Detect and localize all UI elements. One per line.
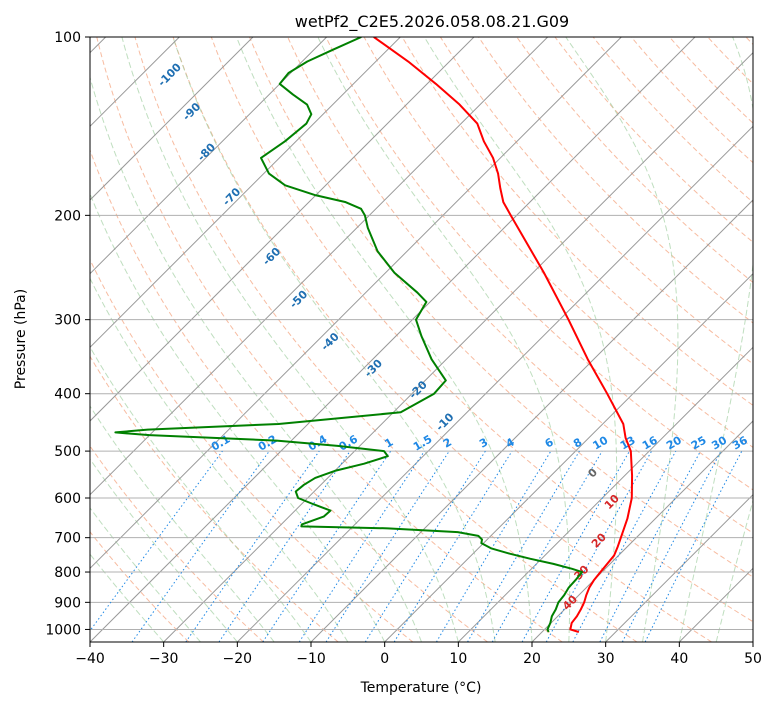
- mixing-ratio-label: 10: [590, 433, 610, 452]
- moist-adiabat-line: [85, 59, 421, 642]
- isotherm-line: [679, 37, 775, 642]
- mixing-ratio-label: 6: [543, 435, 556, 450]
- mixing-ratio-line: [219, 451, 350, 642]
- dry-adiabat-label: -80: [195, 140, 218, 163]
- dry-adiabat-line: [517, 37, 775, 642]
- dry-adiabat-line: [0, 37, 263, 642]
- x-axis-label: Temperature (°C): [360, 680, 482, 696]
- dry-adiabat-label: -60: [260, 245, 283, 268]
- mixing-ratio-label: 25: [689, 434, 709, 453]
- mixing-ratio-label: 36: [730, 433, 750, 452]
- isotherm-line: [164, 37, 769, 642]
- dry-adiabat-line: [326, 37, 775, 642]
- isotherm-line: [0, 37, 327, 642]
- moist-adiabat-line: [0, 223, 164, 642]
- x-tick-label: 10: [449, 651, 467, 667]
- dry-adiabat-line: [135, 37, 637, 642]
- x-tick-label: −30: [149, 651, 179, 667]
- y-tick-label: 900: [54, 595, 81, 611]
- mixing-ratio-label: 0.1: [209, 433, 232, 454]
- plot-frame: [90, 37, 753, 642]
- mixing-ratio-label: 0.2: [256, 433, 279, 454]
- moist-adiabat-line: [5, 138, 311, 642]
- skew-t-chart: wetPf2_C2E5.2026.058.08.21.G09 0.1 0.2 0.4…: [0, 0, 775, 708]
- mixing-ratio-line: [326, 451, 449, 642]
- y-tick-label: 200: [54, 208, 81, 224]
- moist-adiabat-line: [566, 37, 678, 642]
- isotherm-line: [753, 37, 775, 642]
- dry-adiabat-label: -90: [180, 100, 203, 123]
- moist-adiabat-line: [679, 37, 758, 642]
- moist-adiabat-line: [716, 37, 775, 642]
- moist-adiabat-line: [0, 182, 237, 642]
- x-tick-label: 0: [380, 651, 389, 667]
- dry-adiabat-line: [593, 37, 775, 642]
- mixing-ratio-label: 2: [441, 436, 454, 451]
- isotherm-line: [237, 37, 775, 642]
- y-tick-label: 500: [54, 444, 81, 460]
- mixing-ratio-label: 1: [382, 436, 395, 451]
- x-tick-label: −40: [75, 651, 105, 667]
- mixing-ratio-label: 0.6: [337, 432, 361, 453]
- dry-adiabat-line: [669, 37, 775, 642]
- x-tick-label: 20: [523, 651, 541, 667]
- mixing-ratio-label: 20: [664, 433, 684, 452]
- y-tick-label: 300: [54, 313, 81, 329]
- y-tick-label: 700: [54, 531, 81, 547]
- dry-adiabat-line: [708, 37, 775, 642]
- mixing-ratio-label: 16: [640, 433, 660, 452]
- moist-adiabat-line: [0, 160, 274, 642]
- mixing-ratio-line: [263, 451, 391, 642]
- moist-adiabat-line: [318, 37, 570, 642]
- dry-adiabat-line: [0, 37, 338, 642]
- isotherm-line: [16, 37, 621, 642]
- isotherm-line: [90, 37, 695, 642]
- mixing-ratio-label: 30: [709, 433, 729, 452]
- x-tick-label: 50: [744, 651, 762, 667]
- skew-t-plot: wetPf2_C2E5.2026.058.08.21.G09 0.1 0.2 0.4…: [0, 0, 775, 708]
- mixing-ratio-line: [299, 451, 424, 642]
- mixing-ratio-line: [468, 451, 580, 642]
- mixing-ratio-line: [82, 451, 223, 642]
- data-lines: [115, 37, 632, 632]
- dry-adiabat-label: -10: [433, 410, 456, 433]
- mixing-ratio-label: 1.5: [411, 433, 434, 454]
- y-tick-label: 800: [54, 565, 81, 581]
- y-tick-label: 400: [54, 387, 81, 403]
- mixing-ratio-line: [365, 451, 485, 642]
- isotherm-line: [385, 37, 775, 642]
- moist-adiabat-line: [122, 37, 458, 642]
- dry-adiabat-line: [20, 37, 412, 642]
- dewpoint-profile-line: [115, 37, 582, 632]
- dry-adiabat-line: [364, 37, 775, 642]
- isotherm-line: [0, 37, 253, 642]
- dry-adiabat-label: -40: [319, 330, 342, 353]
- chart-title: wetPf2_C2E5.2026.058.08.21.G09: [295, 12, 569, 32]
- mixing-ratio-line: [622, 451, 721, 642]
- moist-adiabat-line: [424, 37, 616, 642]
- dry-adiabat-label: -50: [287, 288, 310, 311]
- x-tick-label: −10: [296, 651, 326, 667]
- mixing-ratio-label: 3: [477, 436, 490, 451]
- isotherm-line: [311, 37, 775, 642]
- background-lines: 0.1 0.2 0.4 0.6 1 1.5 2 3 4 6 8 10 13 16 20 25 30 36-100-…: [0, 37, 775, 642]
- axes: −40 −30 −20 −10 0 10 20 30 40 5010020030040050060…: [45, 30, 762, 667]
- mixing-ratio-line: [573, 451, 676, 642]
- dry-adiabat-line: [440, 37, 775, 642]
- dry-adiabat-line: [288, 37, 775, 642]
- isotherm-line: [0, 37, 474, 642]
- moist-adiabat-line: [237, 37, 532, 642]
- dry-adiabat-line: [479, 37, 775, 642]
- dry-adiabat-line: [746, 37, 775, 642]
- y-axis-label: Pressure (hPa): [13, 289, 29, 389]
- moist-adiabat-label: 20: [589, 530, 609, 550]
- x-tick-label: −20: [223, 651, 253, 667]
- x-tick-label: 30: [597, 651, 615, 667]
- y-tick-label: 100: [54, 30, 81, 46]
- x-tick-label: 40: [670, 651, 688, 667]
- mixing-ratio-line: [436, 451, 550, 642]
- y-tick-label: 1000: [45, 622, 81, 638]
- y-tick-label: 600: [54, 491, 81, 507]
- dry-adiabat-label: -100: [155, 60, 184, 89]
